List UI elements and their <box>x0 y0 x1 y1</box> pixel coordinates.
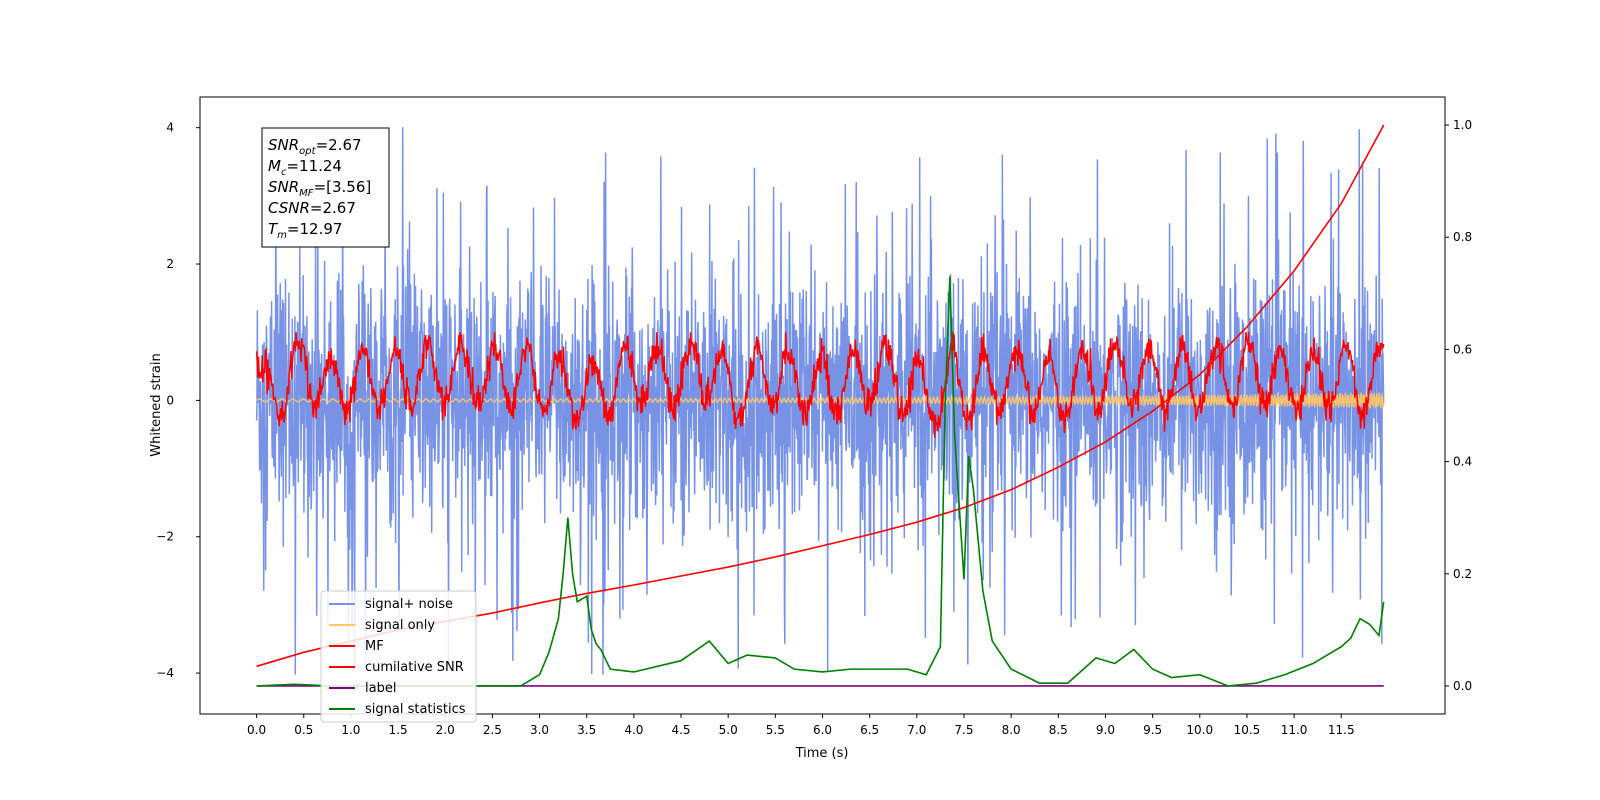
x-tick-label: 7.5 <box>954 723 973 737</box>
y-left-tick-label: 0 <box>166 393 174 407</box>
axes-layer: 0.0 0.5 1.0 1.5 2.0 2.5 3.0 3.5 4.0 4.5 5.0 5.5 6.0 6… <box>156 118 1472 737</box>
y-left-tick-label: −4 <box>156 666 174 680</box>
legend-frame <box>320 590 477 723</box>
legend-entry-label: signal only <box>365 618 435 633</box>
y-right-tick-label: 0.6 <box>1453 342 1472 356</box>
y-left-tick-label: −2 <box>156 530 174 544</box>
y-right-tick-label: 0.2 <box>1453 567 1472 581</box>
annotation-line: Mc=11.24 <box>268 157 342 178</box>
x-tick-label: 4.5 <box>671 723 690 737</box>
annotation-line: Tm=12.97 <box>268 220 342 241</box>
x-tick-label: 2.5 <box>483 723 502 737</box>
legend-entry-label: cumilative SNR <box>365 660 464 675</box>
y-right-tick-label: 0.0 <box>1453 679 1472 693</box>
y-left-tick-label: 2 <box>166 257 174 271</box>
annotation-line: SNRopt=2.67 <box>268 136 362 157</box>
series-signal-noise-line <box>255 127 1385 675</box>
x-tick-label: 6.5 <box>860 723 879 737</box>
x-tick-label: 9.0 <box>1096 723 1115 737</box>
x-tick-label: 7.0 <box>907 723 926 737</box>
series-mf-line <box>255 332 1385 438</box>
x-tick-label: 1.0 <box>341 723 360 737</box>
annotation-box-frame <box>261 127 390 248</box>
series-signal-statistics-line <box>256 276 1385 687</box>
x-tick-label: 6.0 <box>813 723 832 737</box>
annotation-box: SNRopt=2.67Mc=11.24SNRMF=[3.56]CSNR=2.67… <box>261 127 390 248</box>
x-tick-label: 8.5 <box>1049 723 1068 737</box>
y-left-tick-label: 4 <box>166 121 174 135</box>
y-right-tick-label: 0.8 <box>1453 230 1472 244</box>
x-tick-label: 8.0 <box>1002 723 1021 737</box>
y-right-tick-label: 0.4 <box>1453 455 1472 469</box>
x-tick-label: 5.5 <box>766 723 785 737</box>
x-tick-label: 11.5 <box>1328 723 1355 737</box>
y-right-tick-label: 1.0 <box>1453 118 1472 132</box>
x-tick-label: 0.0 <box>247 723 266 737</box>
x-tick-label: 4.0 <box>624 723 643 737</box>
legend-entry-label: signal statistics <box>365 702 466 717</box>
legend-entry-label: MF <box>365 639 384 654</box>
x-tick-label: 3.0 <box>530 723 549 737</box>
x-tick-label: 9.5 <box>1143 723 1162 737</box>
x-tick-label: 10.5 <box>1234 723 1261 737</box>
legend-entry-label: label <box>365 681 396 696</box>
legend-entry-label: signal+ noise <box>365 597 453 612</box>
x-tick-label: 3.5 <box>577 723 596 737</box>
x-tick-label: 1.5 <box>389 723 408 737</box>
x-tick-label: 11.0 <box>1281 723 1308 737</box>
x-axis-label: Time (s) <box>795 746 849 761</box>
x-tick-label: 5.0 <box>719 723 738 737</box>
y-axis-label: Whitened strain <box>149 353 164 456</box>
annotation-line: CSNR=2.67 <box>268 199 356 217</box>
x-tick-label: 10.0 <box>1186 723 1213 737</box>
x-tick-label: 2.0 <box>436 723 455 737</box>
x-tick-label: 0.5 <box>294 723 313 737</box>
annotation-line: SNRMF=[3.56] <box>268 178 371 199</box>
legend: signal+ noise signal only MF cumilative SNR… <box>320 590 477 723</box>
